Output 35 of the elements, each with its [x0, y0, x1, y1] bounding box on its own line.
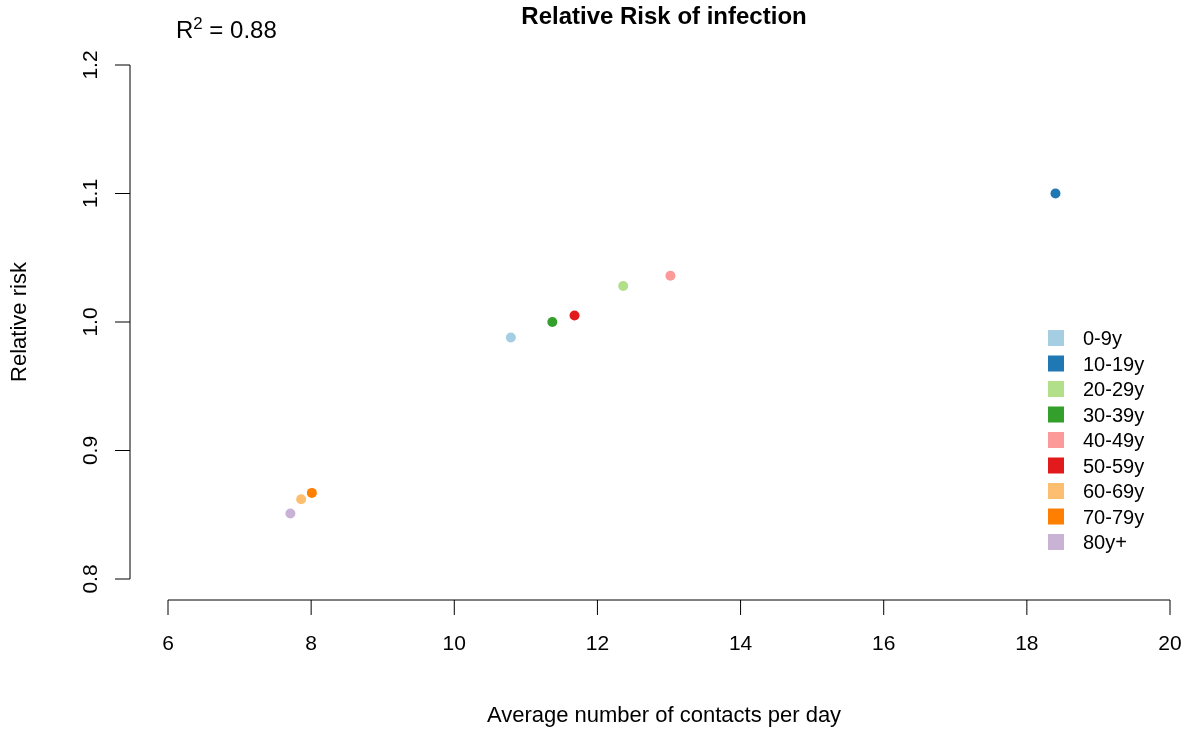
legend-label: 60-69y	[1083, 480, 1145, 502]
point	[569, 310, 580, 321]
point	[618, 281, 629, 292]
legend-label: 80y+	[1083, 531, 1127, 553]
y-tick-label: 1.0	[78, 307, 101, 337]
legend-label: 10-19y	[1083, 352, 1145, 375]
point	[665, 270, 676, 281]
legend-label: 0-9y	[1083, 327, 1122, 349]
x-axis-title: Average number of contacts per day	[486, 702, 842, 727]
chart-title: Relative Risk of infection	[521, 2, 807, 29]
x-tick-label: 16	[872, 631, 896, 654]
x-tick-label: 14	[728, 631, 753, 654]
y-tick-label: 1.1	[78, 178, 101, 209]
legend-label: 50-59y	[1083, 454, 1145, 477]
text: R$^{2}$ = 0.88	[176, 13, 277, 43]
y-tick-label: 1.2	[78, 50, 101, 80]
point	[296, 494, 307, 505]
legend-label: 70-79y	[1083, 505, 1145, 528]
point	[1050, 188, 1061, 199]
legend-label: 20-29y	[1083, 378, 1145, 400]
x-tick-label: 10	[442, 631, 466, 654]
point	[505, 332, 516, 343]
x-tick-label: 12	[585, 631, 610, 654]
legend-label: 40-49y	[1083, 429, 1145, 451]
x-tick-label: 20	[1158, 631, 1182, 654]
point	[306, 487, 317, 498]
point	[285, 508, 296, 519]
legend-label: 30-39y	[1083, 403, 1145, 426]
x-tick-label: 8	[305, 631, 317, 654]
x-tick-label: 18	[1015, 631, 1039, 654]
x-tick-label: 6	[162, 631, 174, 654]
y-tick-label: 0.8	[78, 564, 101, 594]
point	[547, 317, 558, 327]
y-tick-label: 0.9	[78, 435, 101, 466]
y-axis-title: Relative risk	[6, 261, 31, 382]
